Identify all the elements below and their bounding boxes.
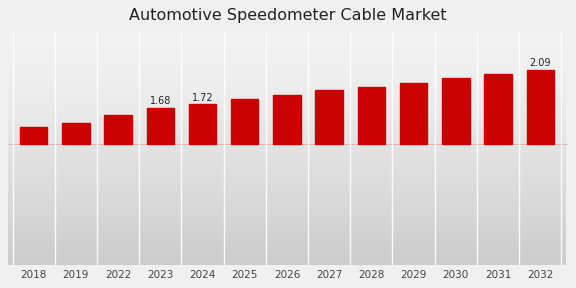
- Bar: [189, 105, 216, 144]
- Bar: [231, 99, 259, 144]
- Bar: [62, 123, 90, 144]
- Bar: [316, 90, 343, 144]
- Text: 2.09: 2.09: [529, 58, 551, 68]
- Bar: [400, 83, 427, 144]
- Text: 1.68: 1.68: [150, 96, 171, 106]
- Bar: [484, 73, 511, 144]
- Bar: [526, 70, 554, 144]
- Text: 1.72: 1.72: [192, 93, 213, 103]
- Title: Automotive Speedometer Cable Market: Automotive Speedometer Cable Market: [129, 8, 447, 23]
- Bar: [146, 108, 174, 144]
- Bar: [104, 115, 132, 144]
- Bar: [20, 127, 47, 144]
- Bar: [358, 87, 385, 144]
- Bar: [273, 95, 301, 144]
- Bar: [442, 78, 469, 144]
